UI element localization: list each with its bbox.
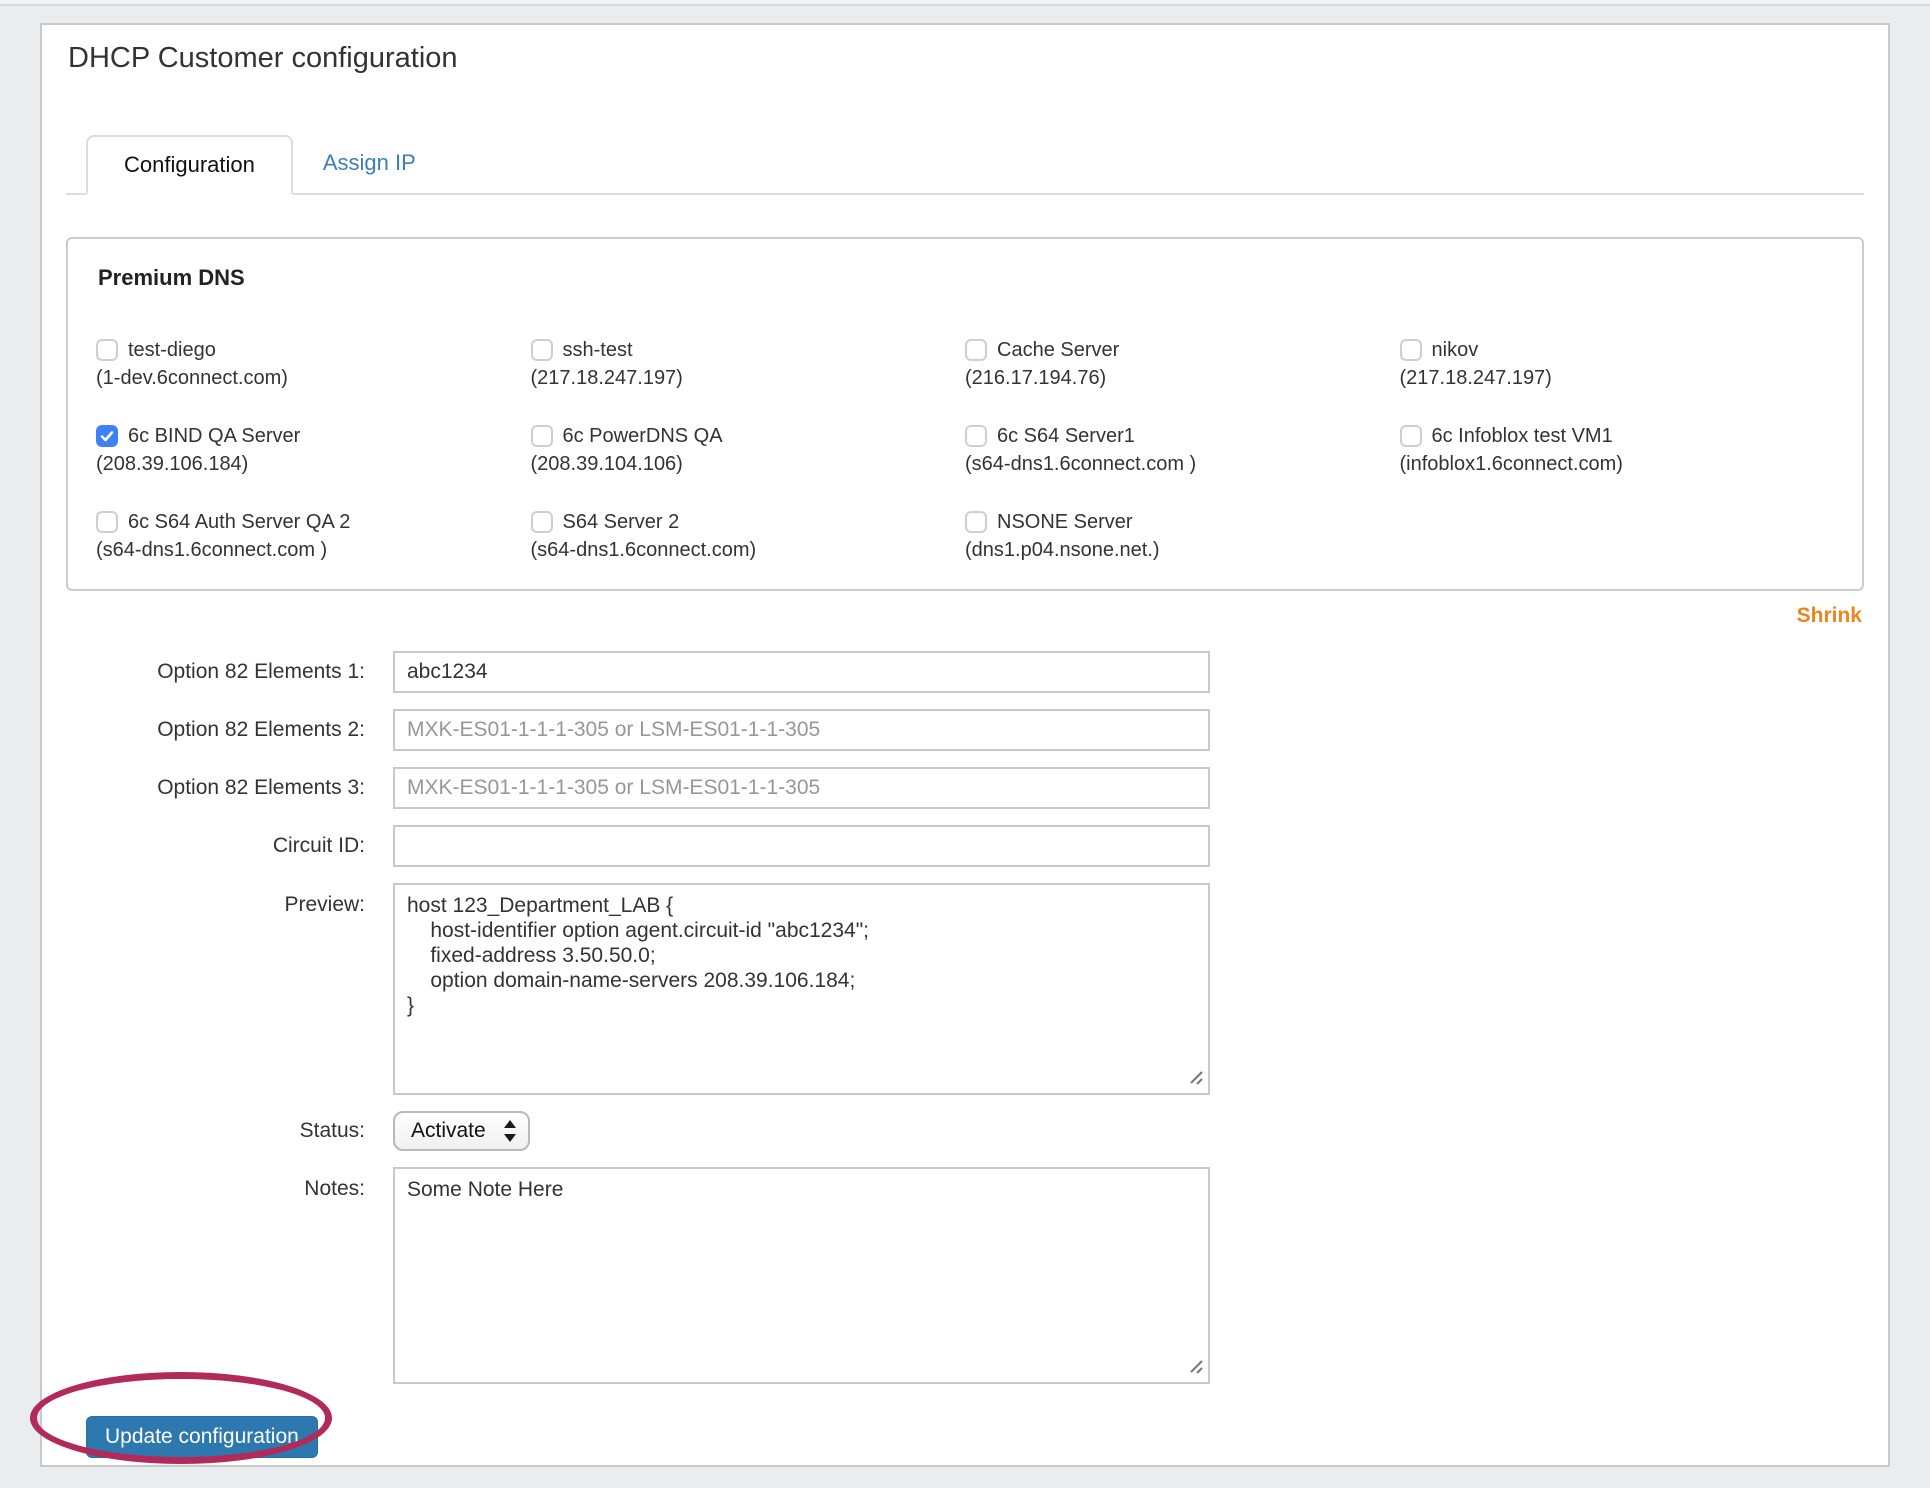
form-row-status: Status: Activate: [66, 1111, 1864, 1151]
dns-server-name: 6c S64 Server1: [997, 425, 1135, 447]
checkbox-unchecked[interactable]: [530, 511, 553, 533]
dns-server-detail: (217.18.247.197): [530, 367, 683, 389]
tab-bar: Configuration Assign IP: [66, 133, 1864, 195]
dns-server-name: 6c PowerDNS QA: [562, 425, 723, 447]
premium-dns-section: Premium DNS test-diego (1-dev.6connect.co…: [66, 237, 1864, 591]
dns-server-row: 6c S64 Auth Server QA 2: [96, 509, 531, 535]
dns-server-detail: (217.18.247.197): [1399, 367, 1552, 389]
option82-3-input[interactable]: [393, 767, 1210, 809]
checkbox-unchecked[interactable]: [1399, 339, 1422, 361]
form-row-circuit-id: Circuit ID:: [66, 825, 1864, 867]
tab-configuration[interactable]: Configuration: [86, 135, 293, 195]
checkbox-unchecked[interactable]: [96, 339, 118, 361]
dns-server-name: 6c S64 Auth Server QA 2: [128, 511, 351, 533]
dns-server-name: ssh-test: [562, 339, 633, 361]
option82-3-label: Option 82 Elements 3:: [157, 776, 365, 799]
option82-1-label: Option 82 Elements 1:: [157, 660, 365, 683]
checkbox-unchecked[interactable]: [530, 425, 553, 447]
resize-grip-icon[interactable]: [1186, 1069, 1204, 1087]
dns-server-detail: (208.39.106.184): [96, 453, 249, 475]
checkbox-unchecked[interactable]: [965, 511, 987, 533]
dns-server-name: 6c BIND QA Server: [128, 425, 301, 447]
dns-server-name: test-diego: [128, 339, 216, 361]
dns-server-detail: (216.17.194.76): [965, 367, 1107, 389]
status-select[interactable]: Activate: [393, 1111, 530, 1151]
dns-server-row: test-diego: [96, 337, 531, 363]
dns-server-detail: (infoblox1.6connect.com): [1399, 453, 1623, 475]
dns-server-option[interactable]: Cache Server (216.17.194.76): [965, 337, 1400, 391]
shrink-link[interactable]: Shrink: [1796, 604, 1862, 627]
checkbox-unchecked[interactable]: [965, 425, 987, 447]
status-selected-value: Activate: [411, 1119, 486, 1142]
checkbox-unchecked[interactable]: [1399, 425, 1422, 447]
checkbox-unchecked[interactable]: [96, 511, 118, 533]
dns-server-row: S64 Server 2: [530, 509, 966, 535]
form-row-option82-3: Option 82 Elements 3:: [66, 767, 1864, 809]
form-row-preview: Preview: host 123_Department_LAB { host-…: [66, 883, 1864, 1095]
dns-server-detail: (dns1.p04.nsone.net.): [965, 539, 1160, 561]
option82-1-input[interactable]: [393, 651, 1210, 693]
dns-server-detail: (s64-dns1.6connect.com ): [96, 539, 328, 561]
checkbox-checked[interactable]: [96, 425, 118, 447]
notes-label: Notes:: [304, 1177, 365, 1200]
dns-server-row: 6c BIND QA Server: [96, 423, 531, 449]
dns-server-row: Cache Server: [965, 337, 1400, 363]
select-stepper-icon: [503, 1120, 516, 1142]
dns-server-option[interactable]: test-diego (1-dev.6connect.com): [96, 337, 531, 391]
dns-server-option[interactable]: 6c BIND QA Server (208.39.106.184): [96, 423, 531, 477]
preview-textarea[interactable]: host 123_Department_LAB { host-identifie…: [393, 883, 1210, 1095]
dns-server-option[interactable]: nikov (217.18.247.197): [1399, 337, 1835, 391]
update-configuration-button[interactable]: Update configuration: [86, 1416, 318, 1458]
dns-server-detail: (1-dev.6connect.com): [96, 367, 288, 389]
shrink-row: Shrink: [66, 603, 1862, 631]
dns-server-grid: test-diego (1-dev.6connect.com) ssh-test (2…: [96, 337, 1834, 563]
dns-server-name: 6c Infoblox test VM1: [1431, 425, 1613, 447]
dns-server-row: ssh-test: [530, 337, 966, 363]
form-row-option82-2: Option 82 Elements 2:: [66, 709, 1864, 751]
dns-server-option[interactable]: ssh-test (217.18.247.197): [530, 337, 966, 391]
circuit-id-label: Circuit ID:: [272, 834, 365, 857]
dns-server-option[interactable]: 6c S64 Auth Server QA 2 (s64-dns1.6connec…: [96, 509, 531, 563]
notes-textarea[interactable]: Some Note Here: [393, 1167, 1210, 1384]
dns-server-row: 6c PowerDNS QA: [530, 423, 966, 449]
status-label: Status:: [299, 1119, 365, 1142]
dns-server-row: nikov: [1399, 337, 1835, 363]
dns-server-option[interactable]: S64 Server 2 (s64-dns1.6connect.com): [530, 509, 966, 563]
form-row-option82-1: Option 82 Elements 1:: [66, 651, 1864, 693]
dns-server-name: NSONE Server: [997, 511, 1133, 533]
dns-server-name: Cache Server: [997, 339, 1120, 361]
premium-dns-heading: Premium DNS: [98, 265, 245, 290]
form-row-notes: Notes: Some Note Here: [66, 1167, 1864, 1384]
option82-2-input[interactable]: [393, 709, 1210, 751]
dns-server-detail: (s64-dns1.6connect.com ): [965, 453, 1197, 475]
circuit-id-input[interactable]: [393, 825, 1210, 867]
window-top-edge: [0, 0, 1930, 6]
resize-grip-icon[interactable]: [1186, 1358, 1204, 1376]
dhcp-config-panel: DHCP Customer configuration Configuratio…: [40, 23, 1890, 1467]
dns-server-option[interactable]: 6c S64 Server1 (s64-dns1.6connect.com ): [965, 423, 1400, 477]
preview-label: Preview:: [284, 893, 365, 916]
dns-server-option[interactable]: 6c Infoblox test VM1 (infoblox1.6connect.…: [1399, 423, 1835, 477]
tab-assign-ip[interactable]: Assign IP: [322, 150, 416, 175]
dns-server-name: nikov: [1431, 339, 1479, 361]
dns-server-row: NSONE Server: [965, 509, 1400, 535]
dns-server-detail: (s64-dns1.6connect.com): [530, 539, 757, 561]
dns-server-row: 6c S64 Server1: [965, 423, 1400, 449]
dns-server-row: 6c Infoblox test VM1: [1399, 423, 1835, 449]
option82-2-label: Option 82 Elements 2:: [157, 718, 365, 741]
dns-server-option[interactable]: NSONE Server (dns1.p04.nsone.net.): [965, 509, 1400, 563]
dns-server-name: S64 Server 2: [562, 511, 680, 533]
page-title: DHCP Customer configuration: [68, 42, 458, 74]
checkbox-unchecked[interactable]: [965, 339, 987, 361]
dns-server-detail: (208.39.104.106): [530, 453, 683, 475]
dns-server-option[interactable]: 6c PowerDNS QA (208.39.104.106): [530, 423, 966, 477]
checkbox-unchecked[interactable]: [530, 339, 553, 361]
